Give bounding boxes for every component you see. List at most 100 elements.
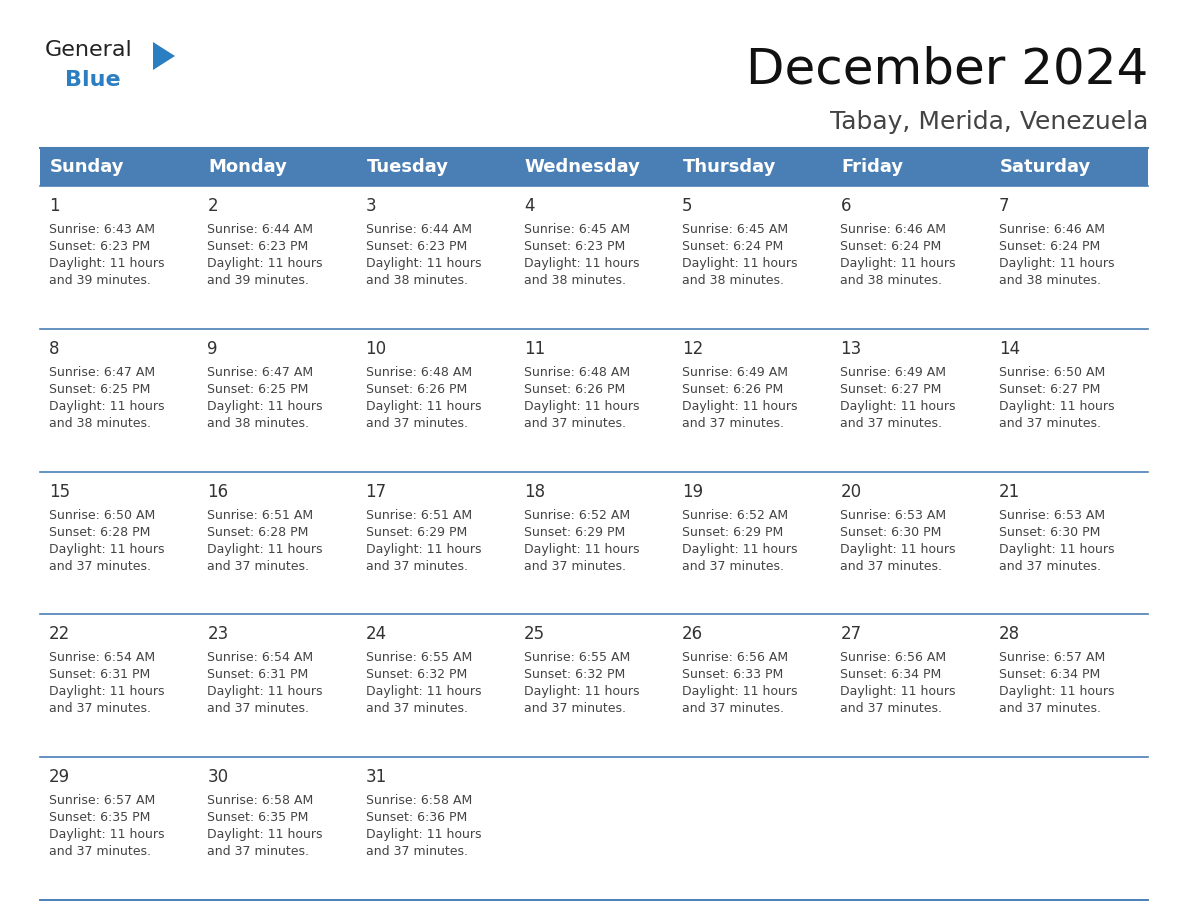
- Text: and 37 minutes.: and 37 minutes.: [840, 417, 942, 430]
- Text: Sunset: 6:23 PM: Sunset: 6:23 PM: [49, 240, 150, 253]
- Text: Monday: Monday: [208, 158, 287, 176]
- Text: 18: 18: [524, 483, 545, 500]
- Text: 7: 7: [999, 197, 1010, 215]
- Text: Daylight: 11 hours: Daylight: 11 hours: [999, 400, 1114, 413]
- Text: Sunset: 6:35 PM: Sunset: 6:35 PM: [49, 812, 151, 824]
- Text: 20: 20: [840, 483, 861, 500]
- Text: Sunrise: 6:48 AM: Sunrise: 6:48 AM: [524, 365, 630, 379]
- Text: and 37 minutes.: and 37 minutes.: [207, 702, 309, 715]
- Text: Daylight: 11 hours: Daylight: 11 hours: [840, 400, 956, 413]
- Text: Sunset: 6:25 PM: Sunset: 6:25 PM: [49, 383, 151, 396]
- Text: Daylight: 11 hours: Daylight: 11 hours: [207, 400, 323, 413]
- Text: Daylight: 11 hours: Daylight: 11 hours: [207, 828, 323, 841]
- Text: Sunrise: 6:46 AM: Sunrise: 6:46 AM: [840, 223, 947, 236]
- Text: and 37 minutes.: and 37 minutes.: [49, 845, 151, 858]
- Text: 6: 6: [840, 197, 851, 215]
- Text: and 39 minutes.: and 39 minutes.: [207, 274, 309, 287]
- Text: Sunset: 6:27 PM: Sunset: 6:27 PM: [999, 383, 1100, 396]
- Text: Saturday: Saturday: [1000, 158, 1091, 176]
- Text: 13: 13: [840, 340, 861, 358]
- Text: 14: 14: [999, 340, 1019, 358]
- Text: and 37 minutes.: and 37 minutes.: [840, 560, 942, 573]
- Text: Sunrise: 6:50 AM: Sunrise: 6:50 AM: [999, 365, 1105, 379]
- Text: Friday: Friday: [841, 158, 904, 176]
- Text: General: General: [45, 40, 133, 60]
- Text: Sunrise: 6:58 AM: Sunrise: 6:58 AM: [207, 794, 314, 807]
- Text: Sunset: 6:24 PM: Sunset: 6:24 PM: [999, 240, 1100, 253]
- Text: Sunset: 6:26 PM: Sunset: 6:26 PM: [366, 383, 467, 396]
- Text: Sunset: 6:24 PM: Sunset: 6:24 PM: [840, 240, 942, 253]
- Text: Sunrise: 6:50 AM: Sunrise: 6:50 AM: [49, 509, 156, 521]
- Text: and 37 minutes.: and 37 minutes.: [682, 560, 784, 573]
- Text: Sunrise: 6:55 AM: Sunrise: 6:55 AM: [366, 652, 472, 665]
- Text: Sunset: 6:27 PM: Sunset: 6:27 PM: [840, 383, 942, 396]
- Text: and 37 minutes.: and 37 minutes.: [366, 702, 468, 715]
- Text: 3: 3: [366, 197, 377, 215]
- Text: Sunrise: 6:53 AM: Sunrise: 6:53 AM: [999, 509, 1105, 521]
- Text: Daylight: 11 hours: Daylight: 11 hours: [840, 543, 956, 555]
- Text: Sunrise: 6:51 AM: Sunrise: 6:51 AM: [207, 509, 314, 521]
- Text: Sunset: 6:23 PM: Sunset: 6:23 PM: [366, 240, 467, 253]
- Text: Sunrise: 6:51 AM: Sunrise: 6:51 AM: [366, 509, 472, 521]
- Text: and 38 minutes.: and 38 minutes.: [49, 417, 151, 430]
- Polygon shape: [153, 42, 175, 70]
- Text: Sunset: 6:31 PM: Sunset: 6:31 PM: [49, 668, 150, 681]
- Text: and 37 minutes.: and 37 minutes.: [524, 417, 626, 430]
- Text: and 37 minutes.: and 37 minutes.: [999, 702, 1101, 715]
- Text: 26: 26: [682, 625, 703, 644]
- Text: 11: 11: [524, 340, 545, 358]
- Text: and 38 minutes.: and 38 minutes.: [840, 274, 942, 287]
- Text: and 37 minutes.: and 37 minutes.: [682, 702, 784, 715]
- Text: Sunset: 6:31 PM: Sunset: 6:31 PM: [207, 668, 309, 681]
- Text: and 38 minutes.: and 38 minutes.: [207, 417, 309, 430]
- Text: Daylight: 11 hours: Daylight: 11 hours: [366, 257, 481, 270]
- Text: Sunrise: 6:47 AM: Sunrise: 6:47 AM: [207, 365, 314, 379]
- Text: Daylight: 11 hours: Daylight: 11 hours: [49, 828, 164, 841]
- Text: and 38 minutes.: and 38 minutes.: [999, 274, 1101, 287]
- Text: Daylight: 11 hours: Daylight: 11 hours: [524, 400, 639, 413]
- Text: 12: 12: [682, 340, 703, 358]
- Text: Daylight: 11 hours: Daylight: 11 hours: [49, 543, 164, 555]
- Text: Sunrise: 6:44 AM: Sunrise: 6:44 AM: [366, 223, 472, 236]
- Text: 17: 17: [366, 483, 387, 500]
- Text: Daylight: 11 hours: Daylight: 11 hours: [524, 257, 639, 270]
- Text: 1: 1: [49, 197, 59, 215]
- Text: 21: 21: [999, 483, 1020, 500]
- Text: Sunrise: 6:45 AM: Sunrise: 6:45 AM: [682, 223, 789, 236]
- Text: Sunset: 6:32 PM: Sunset: 6:32 PM: [366, 668, 467, 681]
- Text: Sunset: 6:26 PM: Sunset: 6:26 PM: [682, 383, 783, 396]
- Text: Sunrise: 6:56 AM: Sunrise: 6:56 AM: [840, 652, 947, 665]
- Text: and 38 minutes.: and 38 minutes.: [682, 274, 784, 287]
- Text: and 37 minutes.: and 37 minutes.: [207, 560, 309, 573]
- Text: Sunrise: 6:54 AM: Sunrise: 6:54 AM: [49, 652, 156, 665]
- Text: Sunset: 6:30 PM: Sunset: 6:30 PM: [999, 526, 1100, 539]
- Text: Sunset: 6:28 PM: Sunset: 6:28 PM: [207, 526, 309, 539]
- Text: Daylight: 11 hours: Daylight: 11 hours: [840, 686, 956, 699]
- Text: Sunset: 6:36 PM: Sunset: 6:36 PM: [366, 812, 467, 824]
- Text: Daylight: 11 hours: Daylight: 11 hours: [49, 400, 164, 413]
- Text: and 39 minutes.: and 39 minutes.: [49, 274, 151, 287]
- Text: and 37 minutes.: and 37 minutes.: [524, 702, 626, 715]
- Text: Daylight: 11 hours: Daylight: 11 hours: [207, 686, 323, 699]
- Text: Daylight: 11 hours: Daylight: 11 hours: [49, 686, 164, 699]
- Text: and 37 minutes.: and 37 minutes.: [366, 560, 468, 573]
- Text: Sunset: 6:28 PM: Sunset: 6:28 PM: [49, 526, 151, 539]
- Text: and 37 minutes.: and 37 minutes.: [682, 417, 784, 430]
- Text: and 38 minutes.: and 38 minutes.: [366, 274, 468, 287]
- Text: 16: 16: [207, 483, 228, 500]
- Text: 24: 24: [366, 625, 387, 644]
- Text: Sunrise: 6:47 AM: Sunrise: 6:47 AM: [49, 365, 156, 379]
- Text: 10: 10: [366, 340, 387, 358]
- Text: Sunset: 6:24 PM: Sunset: 6:24 PM: [682, 240, 783, 253]
- Text: Daylight: 11 hours: Daylight: 11 hours: [682, 686, 797, 699]
- Text: Daylight: 11 hours: Daylight: 11 hours: [999, 257, 1114, 270]
- Text: and 37 minutes.: and 37 minutes.: [207, 845, 309, 858]
- Text: Blue: Blue: [65, 70, 121, 90]
- Text: Sunrise: 6:45 AM: Sunrise: 6:45 AM: [524, 223, 630, 236]
- Text: and 37 minutes.: and 37 minutes.: [999, 560, 1101, 573]
- Text: Sunset: 6:25 PM: Sunset: 6:25 PM: [207, 383, 309, 396]
- Text: Sunrise: 6:48 AM: Sunrise: 6:48 AM: [366, 365, 472, 379]
- Text: and 37 minutes.: and 37 minutes.: [366, 417, 468, 430]
- Text: 23: 23: [207, 625, 228, 644]
- Text: Daylight: 11 hours: Daylight: 11 hours: [366, 828, 481, 841]
